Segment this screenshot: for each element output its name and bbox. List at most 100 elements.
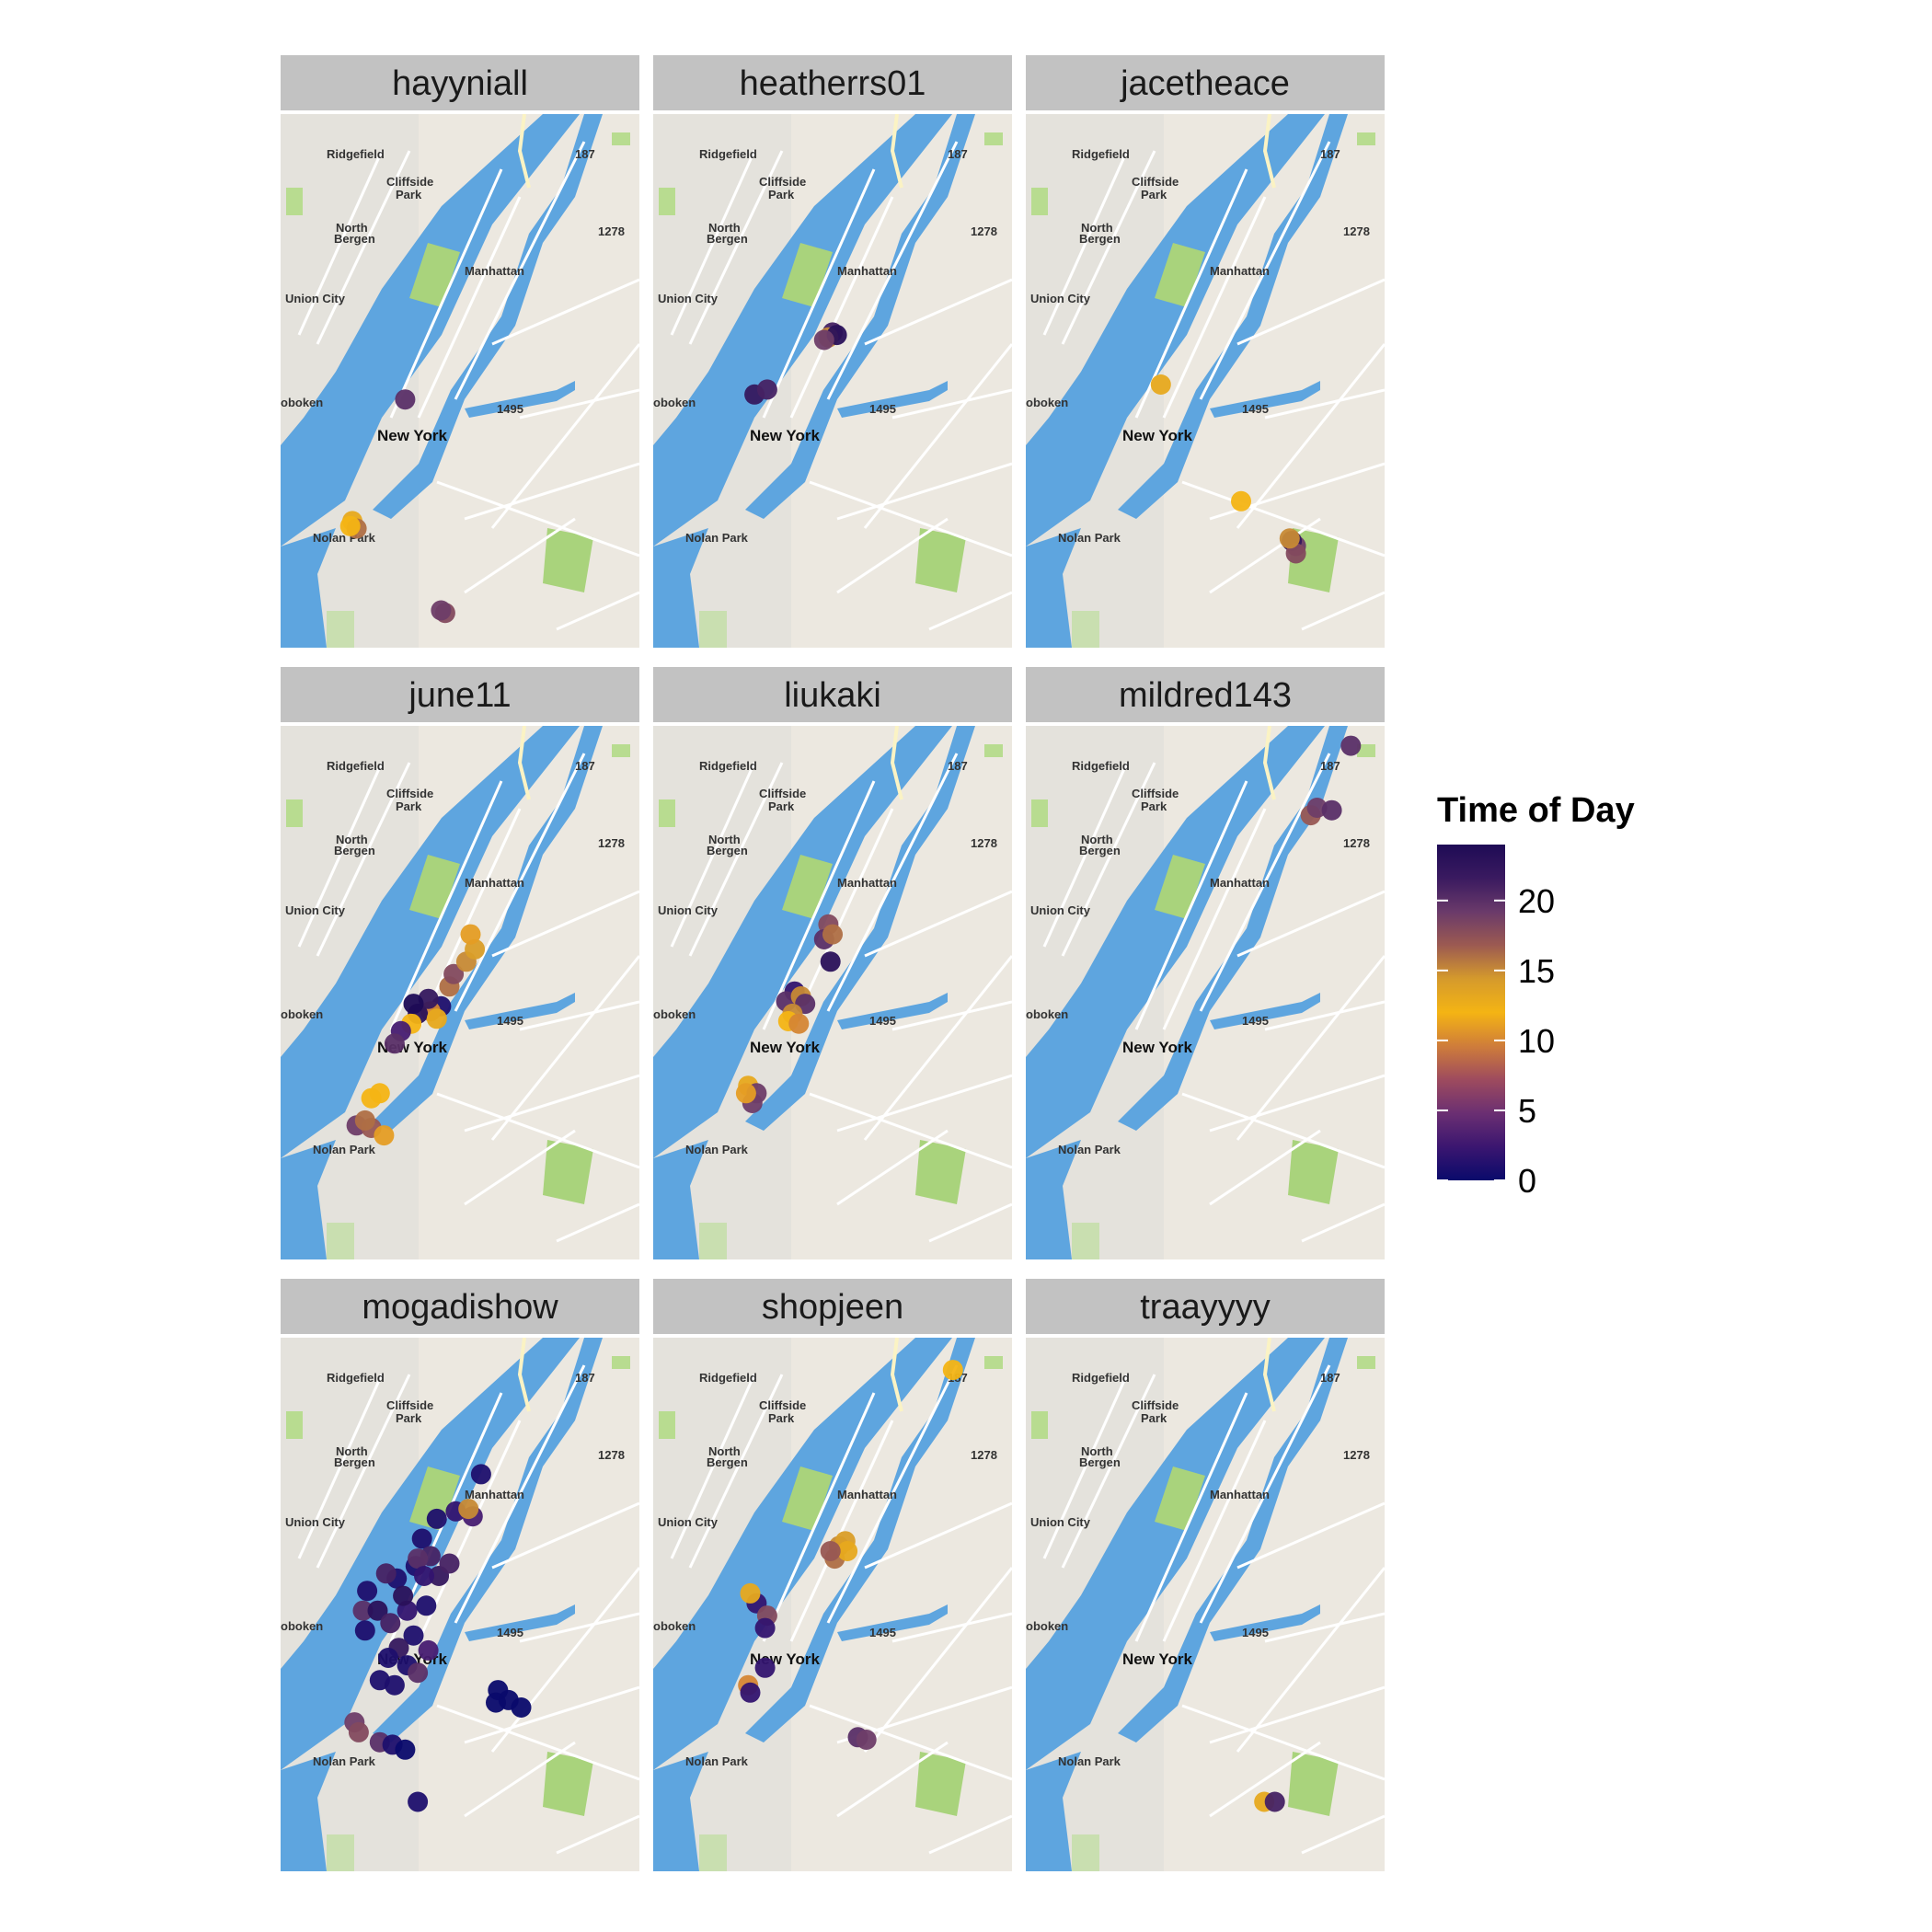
road [1264,388,1385,420]
map-label: North [708,221,741,235]
park [699,1223,727,1259]
map-label: Cliffside [386,175,433,189]
east-river [745,726,975,1131]
map-label: oboken [281,1619,323,1633]
central-park [409,1466,460,1531]
road [436,480,639,558]
road [1042,150,1129,336]
road [836,1074,1012,1133]
bay-water [1026,1057,1081,1259]
legend-tick-label: 0 [1518,1162,1536,1200]
park [286,188,303,215]
map-label: Union City [285,292,346,305]
road [1199,753,1331,1012]
map-label: 1495 [1242,1626,1269,1639]
legend-tick-label: 5 [1518,1092,1536,1130]
creek [837,1604,948,1641]
road [762,168,876,419]
central-park [1155,1466,1205,1531]
map-label: 1278 [1343,224,1370,238]
map-label: 187 [1320,759,1340,773]
road [1236,343,1385,529]
road [688,1374,784,1569]
central-park [409,855,460,919]
data-point [837,1541,858,1561]
basemap: RidgefieldCliffsideParkNorthBergenUnion … [653,114,1012,648]
data-point [426,1008,447,1029]
creek [1210,381,1320,418]
road [670,762,756,948]
data-point [380,1613,401,1634]
data-point [403,1625,424,1646]
road [1236,890,1385,958]
road [826,753,959,1012]
park [1357,744,1375,757]
park [984,1356,1003,1369]
facet-strip [281,1279,639,1334]
data-point [856,1730,877,1750]
road [928,1202,1012,1243]
road [556,1202,639,1243]
facet-title: hayyniall [392,64,528,103]
park [327,1834,354,1871]
bay-water [653,1669,708,1871]
map-label: 1278 [598,1448,625,1462]
road [490,955,639,1141]
map-label: Park [396,1411,422,1425]
highway [890,114,903,189]
road [1042,1374,1129,1559]
map-label: Nolan Park [313,1754,376,1768]
map-label: 187 [948,759,968,773]
data-point [384,1674,405,1696]
road [826,1364,959,1624]
legend-tick-label: 20 [1518,882,1555,920]
map-label: Nolan Park [685,531,749,545]
east-river [1118,114,1348,519]
data-point [458,1499,479,1520]
data-point [361,1087,382,1109]
map-label: oboken [653,1007,696,1021]
basemap: RidgefieldCliffsideParkNorthBergenUnion … [281,114,639,648]
legend-title: Time of Day [1437,791,1635,830]
map-label: Ridgefield [1072,147,1130,161]
road [863,343,1012,529]
creek [1210,1604,1320,1641]
prospect-park [1288,1752,1339,1816]
data-point [820,1541,841,1561]
road [809,480,1012,558]
road [1134,1392,1248,1642]
data-point [408,1791,429,1812]
park [1072,1223,1099,1259]
road [863,1567,1012,1753]
data-point [788,1013,810,1034]
road [1061,150,1156,345]
park [1031,188,1048,215]
facet-strip [281,55,639,110]
road [1236,1501,1385,1570]
map-label: Nolan Park [1058,1754,1121,1768]
map-label: Cliffside [1132,175,1179,189]
highway [517,1338,531,1412]
data-point [395,1739,416,1760]
legend-ticks: 0 5 10 15 20 [1437,882,1555,1200]
road [809,1092,1012,1169]
road [1134,780,1248,1030]
road [464,1741,576,1818]
road [1134,168,1248,419]
road [389,780,503,1030]
map-label: Park [768,799,795,813]
map-label: 1278 [971,224,997,238]
map-label: Union City [285,1515,346,1529]
prospect-park [915,1752,966,1816]
map-label: 1495 [869,1014,896,1028]
central-park [782,855,833,919]
road [864,278,1012,346]
data-point [354,1620,375,1641]
data-point [740,1582,761,1604]
highway [1262,114,1276,189]
basemap: RidgefieldCliffsideParkNorthBergenUnion … [653,726,1012,1259]
park [286,799,303,827]
data-point [470,1464,491,1485]
